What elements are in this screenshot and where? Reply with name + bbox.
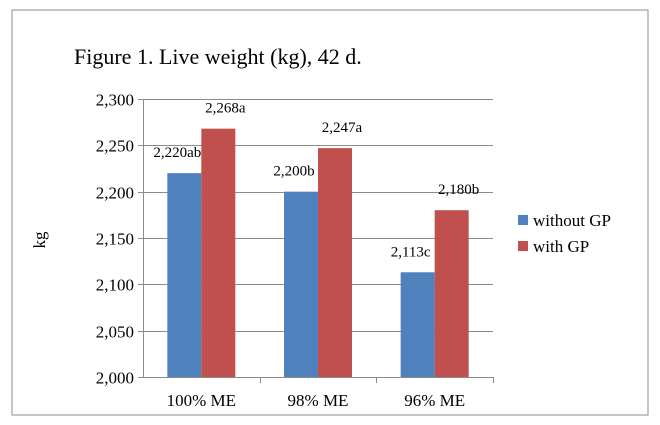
- x-tick-label: 100% ME: [167, 391, 236, 410]
- legend-swatch: [518, 215, 528, 225]
- bar-without-gp: [400, 272, 435, 377]
- y-tick-label: 2,000: [96, 369, 134, 388]
- legend-label: without GP: [533, 211, 611, 230]
- bars: [167, 128, 469, 377]
- bar-with-gp: [434, 210, 469, 377]
- y-tick-label: 2,050: [96, 323, 134, 342]
- y-tick-label: 2,100: [96, 276, 134, 295]
- data-label: 2,180b: [438, 182, 479, 198]
- legend-label: with GP: [533, 237, 589, 256]
- bar-without-gp: [284, 191, 318, 377]
- data-label: 2,200b: [273, 164, 314, 180]
- legend-swatch: [518, 241, 528, 251]
- chart-title: Figure 1. Live weight (kg), 42 d.: [74, 44, 362, 69]
- axes: 2,000 2,050 2,100 2,150 2,200 2,250 2,300 100% …: [96, 91, 494, 410]
- data-labels: 2,220ab 2,268a 2,200b 2,247a 2,113c 2,180b: [153, 101, 479, 261]
- data-label: 2,247a: [322, 120, 363, 136]
- data-label: 2,268a: [205, 101, 246, 117]
- bar-without-gp: [167, 173, 202, 377]
- bar-with-gp: [201, 128, 236, 377]
- data-label: 2,220ab: [153, 145, 201, 161]
- legend: without GP with GP: [518, 211, 611, 256]
- y-tick-label: 2,250: [96, 137, 134, 156]
- bar-with-gp: [318, 148, 352, 377]
- x-tick-label: 96% ME: [404, 391, 465, 410]
- y-axis-label: kg: [30, 231, 49, 249]
- y-tick-label: 2,200: [96, 184, 134, 203]
- x-tick-label: 98% ME: [288, 391, 349, 410]
- y-tick-label: 2,300: [96, 91, 134, 110]
- y-tick-label: 2,150: [96, 230, 134, 249]
- data-label: 2,113c: [391, 244, 431, 260]
